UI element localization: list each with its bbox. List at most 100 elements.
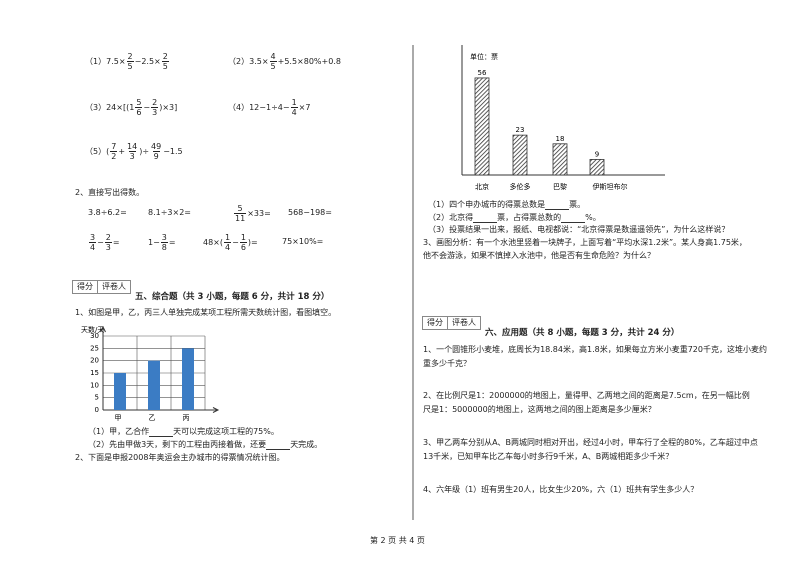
expr-text: − (97, 238, 104, 247)
x-tick-label: 伊斯坦布尔 (593, 182, 628, 191)
y-tick-label: 25 (90, 344, 99, 352)
numerator: 2 (162, 52, 168, 61)
calc-problem: （1） 7.5× 2 5 −2.5× 2 5 (85, 52, 170, 71)
question: （2）北京得 票，占得票总数的 %。 (428, 213, 601, 223)
question: 13千米，已知甲车比乙车每小时多行9千米，A、B两城相距多少千米？ (423, 452, 674, 461)
text: %。 (585, 213, 601, 222)
numerator: 2 (105, 233, 111, 242)
problem-label: （5） (85, 147, 107, 156)
denominator: 9 (152, 151, 160, 161)
expr-text: 3.8÷6.2= (88, 208, 127, 217)
denominator: 5 (126, 61, 134, 71)
text: （1）四个申办城市的得票总数是 (428, 200, 546, 209)
x-tick-label: 多伦多 (510, 182, 531, 191)
denominator: 4 (290, 107, 298, 117)
question: （1）四个申办城市的得票总数是 票。 (428, 200, 585, 210)
expr-text: − (232, 238, 239, 247)
expr-text: )= (247, 238, 258, 247)
text: 天完成。 (290, 440, 323, 449)
grader-label: 评卷人 (97, 281, 130, 293)
expr-text: ( (106, 147, 110, 156)
question: 3、甲乙两车分别从A、B两城同时相对开出，经过4小时，甲车行了全程的80%，乙车… (423, 438, 758, 447)
denominator: 5 (269, 61, 277, 71)
oral-item: 1− 3 8 = (148, 233, 176, 252)
expr-text: 12−1÷4− (249, 103, 290, 112)
expr-text: 7.5× (106, 57, 126, 66)
text: （2）北京得 (428, 213, 474, 222)
denominator: 3 (128, 151, 136, 161)
y-tick-label: 0 (95, 406, 99, 414)
problem-label: （4） (228, 103, 250, 112)
question: 尺是1：5000000的地图上，这两地之间的图上距离是多少厘米？ (423, 405, 656, 414)
oral-item: 48×(1 4−1 6)= (203, 233, 258, 252)
question: 2、在比例尺是1：2000000的地图上，量得甲、乙两地之间的距离是7.5cm，… (423, 391, 750, 400)
numerator: 7 (111, 142, 117, 151)
calc-problem: （4） 12−1÷4− 1 4 ×7 (228, 98, 310, 117)
denominator: 2 (110, 151, 118, 161)
problem-label: （3） (85, 103, 107, 112)
question: （2）先由甲做3天，剩下的工程由丙接着做，还要 天完成。 (88, 440, 322, 450)
question: 他不会游泳，如果不慎掉入水池中，他是否有生命危险？为什么？ (423, 251, 655, 260)
score-box: 得分 评卷人 (422, 316, 481, 330)
expr-text: 75×10%= (282, 237, 324, 246)
numerator: 2 (152, 98, 158, 107)
oral-item: 568−198= (288, 208, 332, 217)
oral-item: 5 11 ×33= (233, 204, 271, 223)
expr-text: 8.1÷3×2= (148, 208, 192, 217)
value-label: 18 (556, 135, 565, 143)
expr-text: 24×[(1 (106, 103, 135, 112)
question: 1、如图是甲，乙，丙三人单独完成某项工程所需天数统计图，看图填空。 (75, 308, 337, 317)
x-tick-label: 北京 (475, 182, 489, 191)
bar (114, 373, 126, 410)
bar (589, 158, 605, 176)
expr-text: = (112, 238, 120, 247)
y-tick-label: 5 (95, 394, 99, 402)
question: 重多少千克？ (423, 359, 471, 368)
axis-title: 天数/天 (81, 325, 104, 334)
numerator: 1 (291, 98, 297, 107)
expr-text: 3.5× (249, 57, 269, 66)
denominator: 3 (151, 107, 159, 117)
y-tick-label: 10 (90, 381, 99, 389)
unit-label: 单位：票 (470, 52, 498, 61)
numerator: 1 (225, 233, 231, 242)
question: （1）甲，乙合作 天可以完成这项工程的75%。 (88, 427, 279, 437)
numerator: 49 (151, 142, 162, 151)
fraction: 49 9 (150, 142, 162, 161)
question: 4、六年级（1）班有男生20人，比女生少20%，六（1）班共有学生多少人？ (423, 485, 699, 494)
numerator: 14 (127, 142, 138, 151)
expr-text: 568−198= (288, 208, 332, 217)
question: （3）投票结果一出来，报纸、电视都说：“北京得票是数遥遥领先”，为什么这样说？ (428, 225, 730, 234)
x-tick-label: 乙 (149, 414, 156, 422)
question: 1、一个圆锥形小麦堆，底周长为18.84米，高1.8米，如果每立方米小麦重720… (423, 345, 767, 354)
numerator: 5 (136, 98, 142, 107)
numerator: 3 (90, 233, 96, 242)
denominator: 8 (160, 242, 168, 252)
numerator: 2 (127, 52, 133, 61)
y-tick-label: 30 (90, 332, 99, 340)
expr-text: 48×( (203, 238, 224, 247)
answer-blank (149, 428, 174, 437)
denominator: 11 (234, 213, 247, 223)
value-label: 23 (516, 126, 525, 134)
footer: 第 2 页 共 4 页 (370, 536, 425, 545)
x-tick-label: 丙 (183, 414, 190, 422)
denominator: 6 (239, 242, 247, 252)
section-heading: 五、综合题（共 3 小题，每题 6 分，共计 18 分） (135, 292, 330, 302)
calc-problem: （2） 3.5× 4 5 +5.5×80%+0.8 (228, 52, 341, 71)
answer-blank (545, 201, 570, 210)
expr-text: )×3] (159, 103, 178, 112)
expr-text: 1− (148, 238, 160, 247)
calc-problem: （5）(7 2 +14 3)÷ 49 9 −1.5 (85, 142, 183, 161)
oral-item: 75×10%= (282, 237, 323, 246)
expr-text: +5.5×80%+0.8 (277, 57, 341, 66)
score-label: 得分 (427, 318, 443, 327)
bar (182, 348, 194, 410)
